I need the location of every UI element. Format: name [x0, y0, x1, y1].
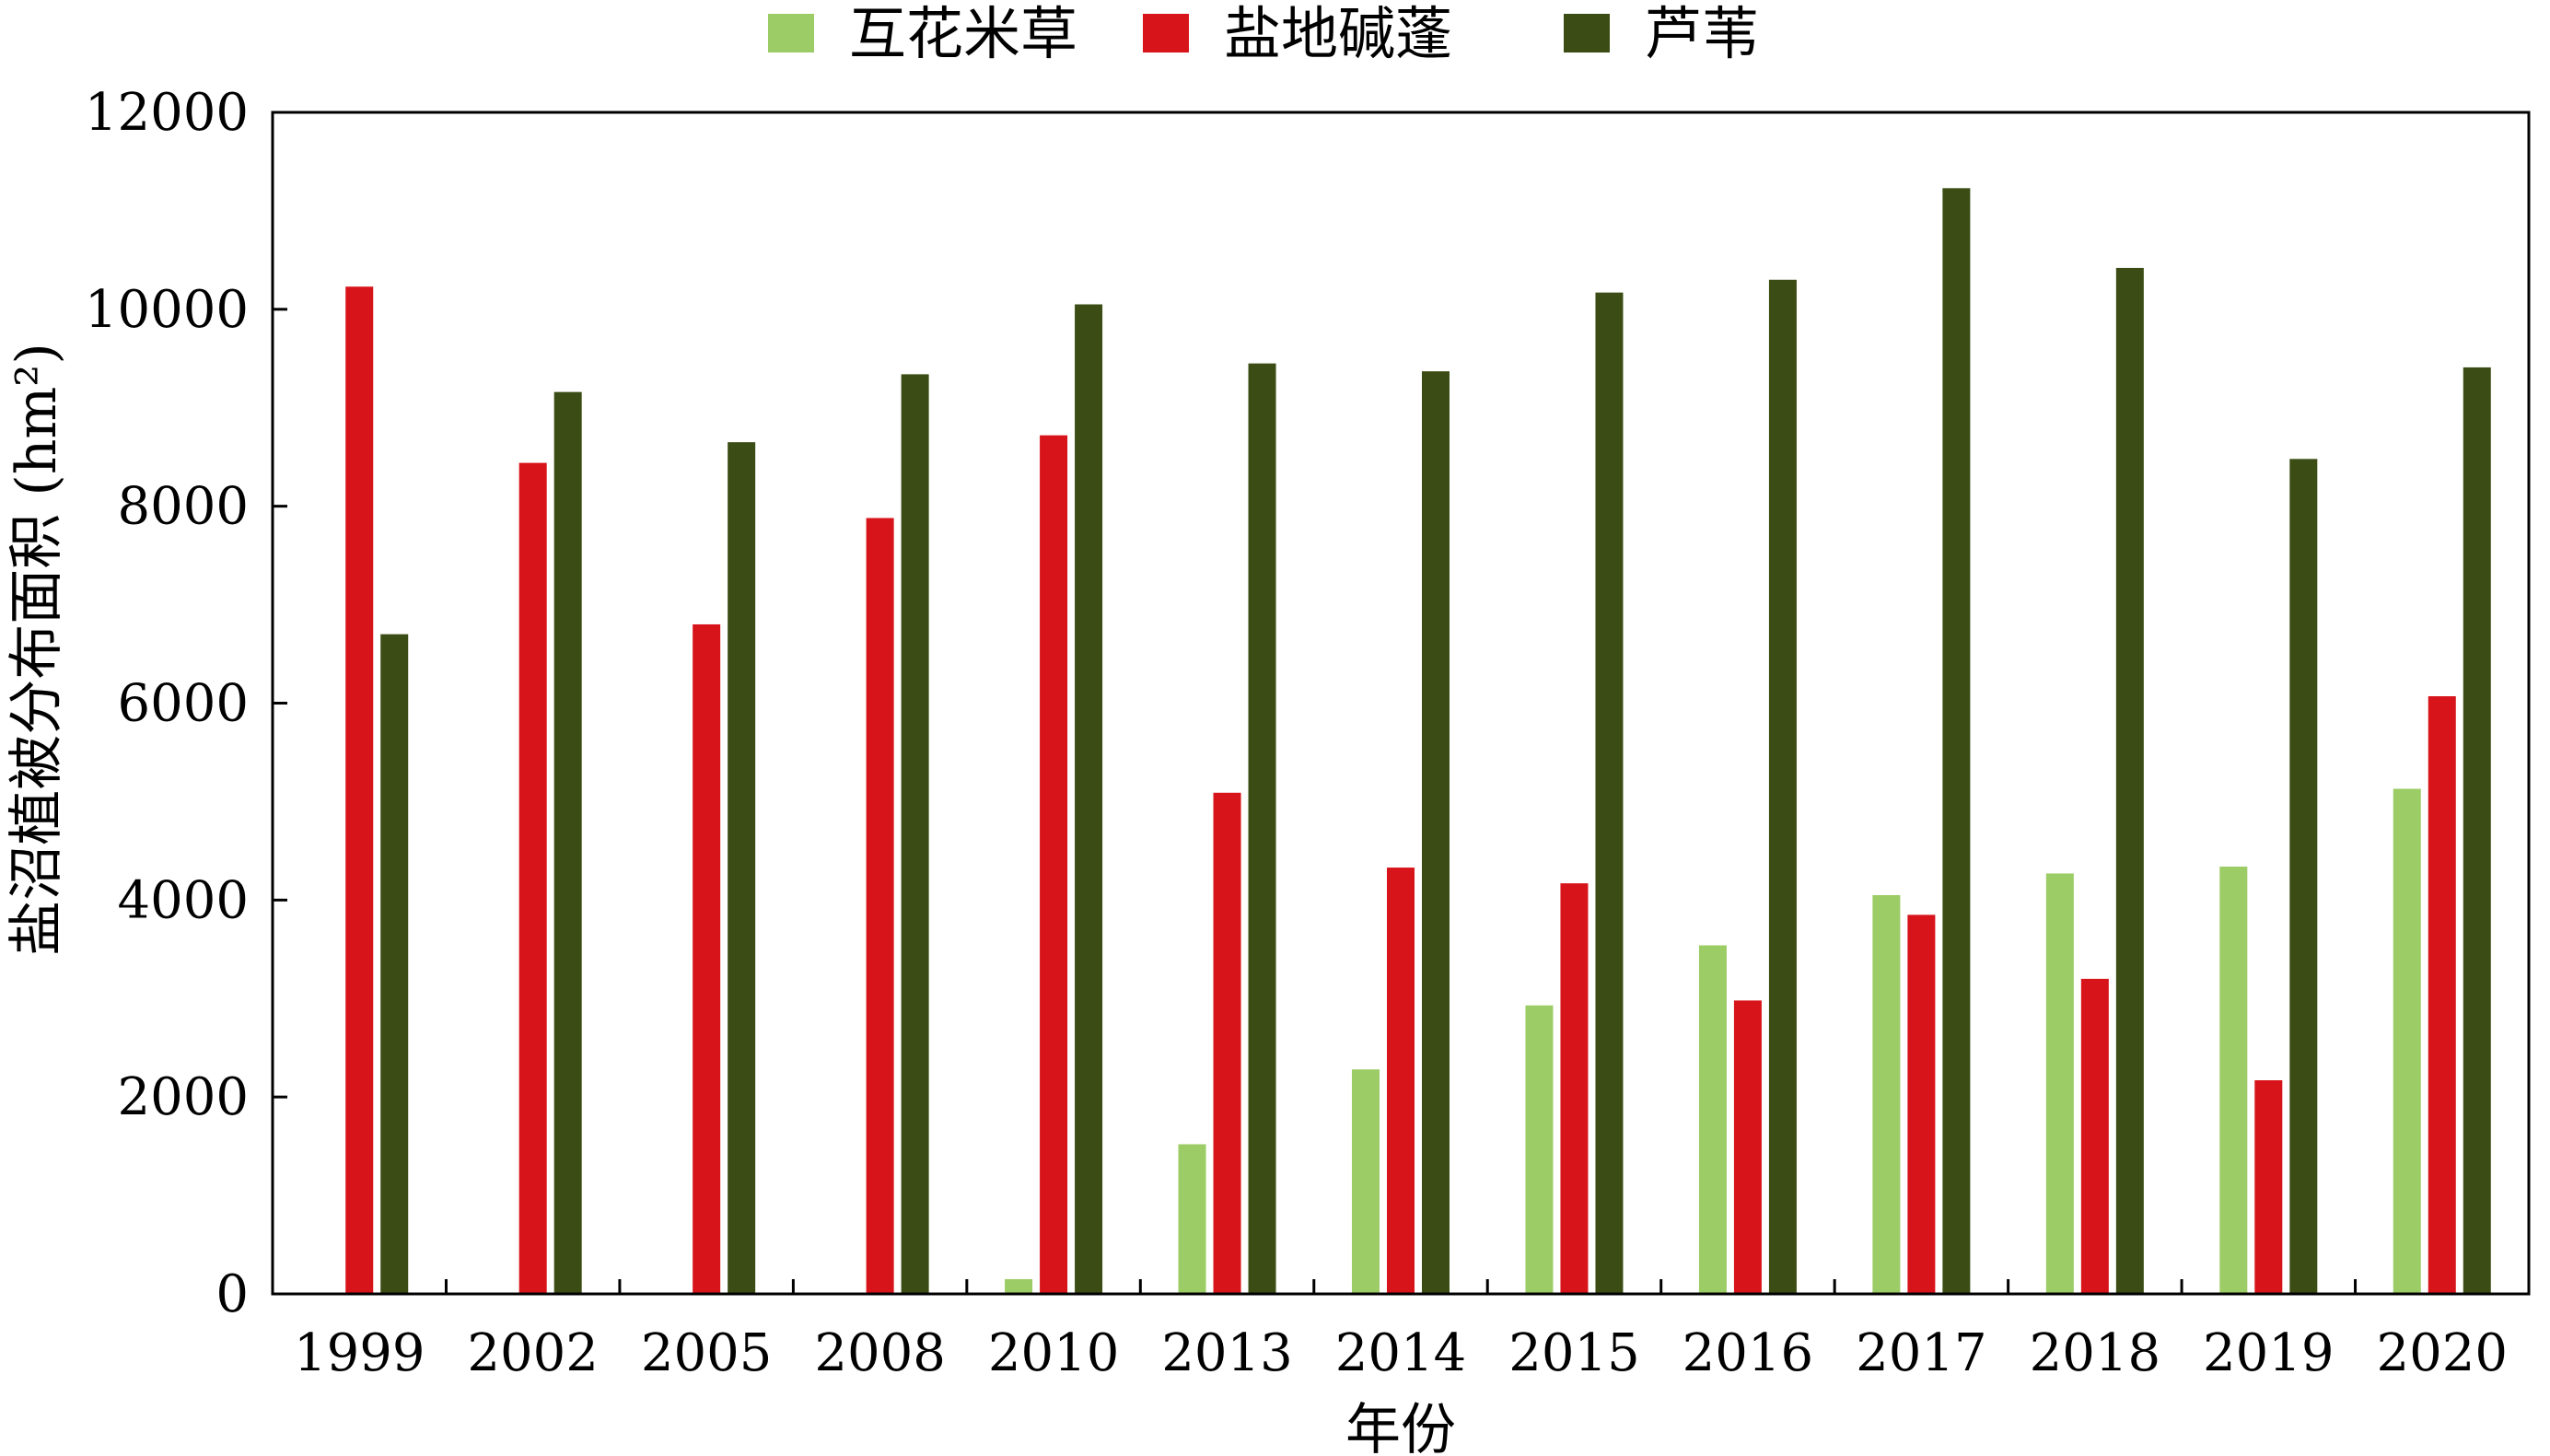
bar-2008-series-1: [866, 518, 894, 1294]
x-tick-label: 2018: [2030, 1323, 2161, 1383]
bar-1999-series-1: [345, 286, 374, 1295]
x-tick-label: 2013: [1161, 1323, 1293, 1383]
bar-2017-series-1: [1907, 914, 1936, 1294]
bar-2017-series-2: [1942, 188, 1971, 1295]
y-tick-label: 6000: [117, 674, 249, 734]
bar-2015-series-0: [1525, 1005, 1554, 1294]
bar-2017-series-0: [1872, 894, 1901, 1294]
y-tick-label: 4000: [117, 870, 249, 930]
x-tick-label: 2010: [988, 1323, 1120, 1383]
bar-2020-series-0: [2393, 788, 2421, 1294]
legend-label: 芦苇: [1645, 0, 1759, 67]
bar-2014-series-1: [1387, 868, 1415, 1294]
bar-2014-series-0: [1352, 1069, 1380, 1294]
bar-2019-series-0: [2219, 866, 2248, 1294]
bar-2010-series-0: [1005, 1278, 1033, 1294]
x-tick-label: 2015: [1508, 1323, 1640, 1383]
bar-2014-series-2: [1422, 371, 1450, 1295]
x-tick-label: 2019: [2203, 1323, 2335, 1383]
legend: 互花米草 盐地碱蓬 芦苇: [768, 0, 1759, 67]
bar-2005-series-1: [693, 623, 721, 1294]
bar-2002-series-2: [553, 391, 582, 1295]
bar-2020-series-1: [2428, 696, 2456, 1294]
bar-2013-series-2: [1248, 363, 1276, 1294]
y-tick-label: 8000: [117, 477, 249, 537]
x-tick-label: 2002: [467, 1323, 599, 1383]
y-axis-title: 盐沼植被分布面积 (hm²): [5, 343, 69, 955]
bar-2018-series-0: [2045, 873, 2074, 1294]
bar-2018-series-1: [2080, 978, 2109, 1294]
bar-2010-series-2: [1075, 304, 1103, 1294]
legend-label: 互花米草: [849, 0, 1077, 67]
y-tick-label: 0: [215, 1264, 249, 1324]
bar-2020-series-2: [2463, 367, 2491, 1294]
legend-swatch: [768, 14, 814, 52]
legend-label: 盐地碱蓬: [1224, 0, 1452, 67]
x-tick-label: 2020: [2377, 1323, 2509, 1383]
x-tick-label: 2005: [641, 1323, 773, 1383]
bar-2015-series-1: [1560, 883, 1589, 1294]
y-tick-label: 10000: [85, 280, 249, 340]
bars: [345, 188, 2491, 1295]
bar-2005-series-2: [728, 442, 756, 1294]
x-tick-label: 2014: [1335, 1323, 1467, 1383]
bar-2019-series-1: [2254, 1079, 2283, 1294]
y-axis: 0 2000 4000 6000 8000 10000 12000: [85, 83, 287, 1324]
bar-2016-series-1: [1733, 1000, 1762, 1294]
bar-1999-series-2: [380, 634, 409, 1294]
legend-swatch: [1143, 14, 1189, 52]
bar-2008-series-2: [901, 374, 929, 1295]
bar-2013-series-0: [1178, 1144, 1206, 1294]
bar-2016-series-0: [1698, 945, 1727, 1294]
bar-2019-series-2: [2289, 459, 2318, 1294]
bar-2013-series-1: [1213, 792, 1241, 1294]
legend-swatch: [1564, 14, 1610, 52]
x-axis: 1999 2002 2005 2008 2010 2013 2014 2015 2016 2017…: [294, 1279, 2508, 1383]
y-tick-label: 12000: [85, 83, 249, 143]
x-tick-label: 1999: [294, 1323, 425, 1383]
x-tick-label: 2017: [1856, 1323, 1987, 1383]
x-tick-label: 2016: [1683, 1323, 1814, 1383]
x-tick-label: 2008: [814, 1323, 946, 1383]
bar-2002-series-1: [518, 462, 547, 1295]
x-axis-title: 年份: [1345, 1398, 1456, 1456]
bar-2015-series-2: [1595, 292, 1624, 1295]
bar-2016-series-2: [1768, 279, 1797, 1295]
y-tick-label: 2000: [117, 1067, 249, 1127]
bar-2010-series-1: [1040, 435, 1068, 1295]
bar-2018-series-2: [2115, 267, 2144, 1294]
